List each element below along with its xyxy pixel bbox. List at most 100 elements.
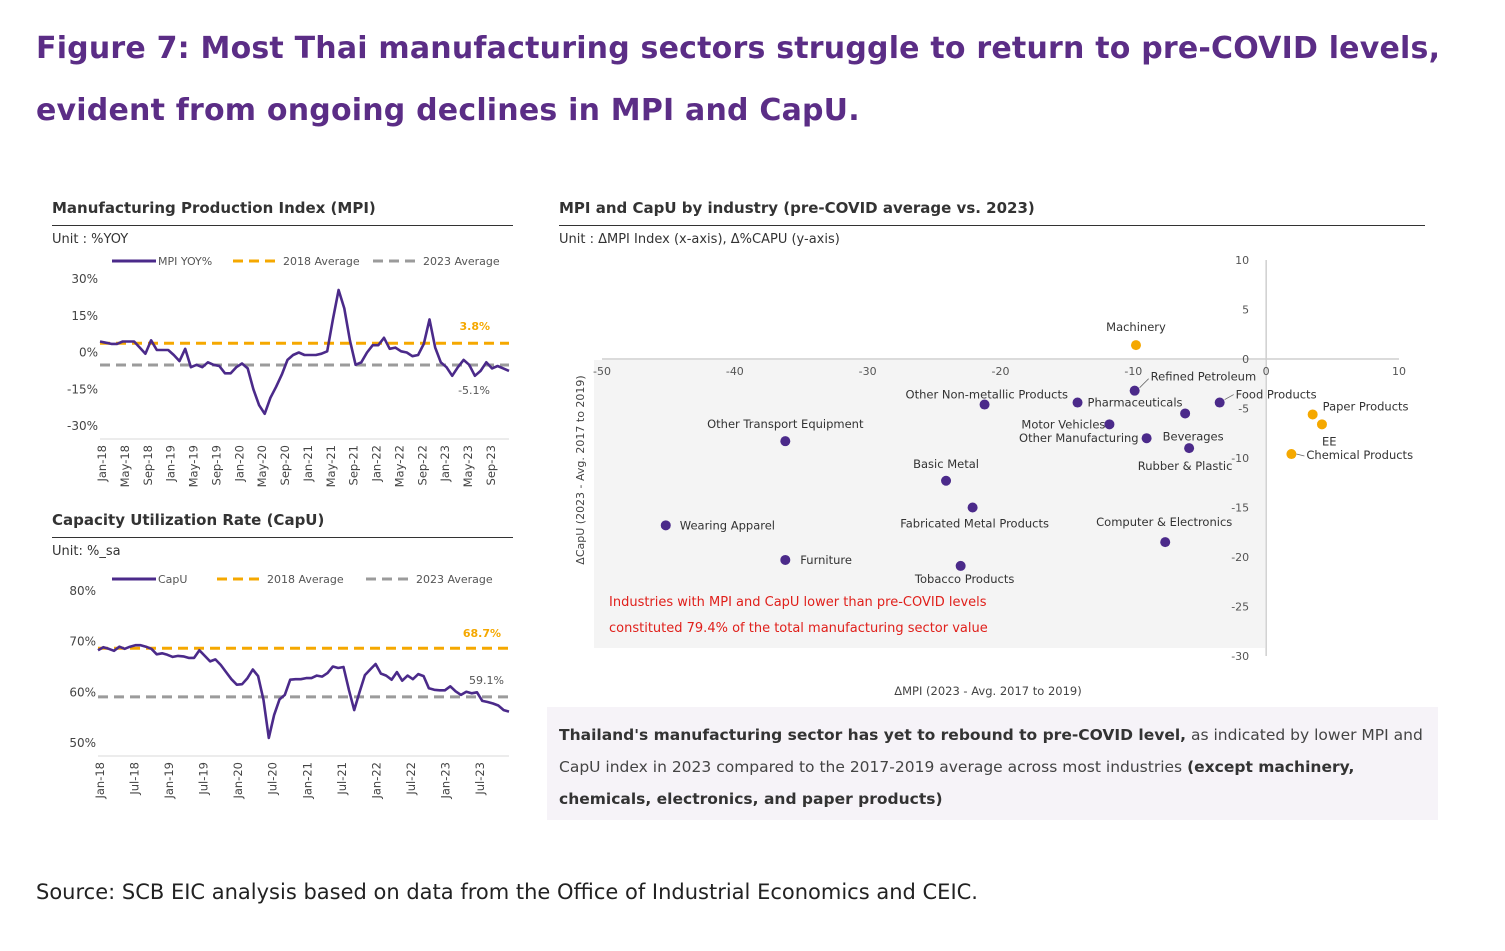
capu-title-rule bbox=[52, 537, 513, 538]
point-label: Basic Metal bbox=[913, 457, 979, 471]
summary-bold-lead: Thailand's manufacturing sector has yet … bbox=[559, 726, 1187, 744]
y-tick-label: 5 bbox=[1242, 304, 1249, 317]
x-tick-label: Jul-23 bbox=[473, 762, 487, 796]
avg-2023-annotation: -5.1% bbox=[458, 384, 490, 397]
scatter-chart-title: MPI and CapU by industry (pre-COVID aver… bbox=[559, 199, 1035, 217]
x-tick-label: Sep-18 bbox=[141, 445, 155, 485]
point-label: Fabricated Metal Products bbox=[900, 517, 1049, 531]
scatter-point bbox=[1316, 419, 1327, 430]
point-label: Computer & Electronics bbox=[1096, 515, 1232, 529]
legend-2023-label: 2023 Average bbox=[423, 255, 500, 268]
scatter-point bbox=[780, 554, 791, 565]
legend-series-label: MPI YOY% bbox=[158, 255, 212, 268]
scatter-point bbox=[1286, 449, 1297, 460]
note-line-1: Industries with MPI and CapU lower than … bbox=[609, 595, 987, 610]
industry-scatter-chart: -50 -40 -30 -20 -10 0 10 10 5 0 -5 -10 -15 -20 -25 -30 Δ… bbox=[574, 254, 1413, 698]
mpi-unit: Unit : %YOY bbox=[52, 232, 129, 247]
scatter-point bbox=[979, 399, 990, 410]
x-tick-label: Jan-22 bbox=[370, 445, 384, 483]
point-label: Beverages bbox=[1163, 429, 1224, 443]
x-tick-label: Jul-20 bbox=[266, 762, 280, 796]
x-tick-label: Jan-23 bbox=[438, 445, 452, 483]
legend-2018-label: 2018 Average bbox=[283, 255, 360, 268]
y-tick-label: 50% bbox=[69, 736, 96, 750]
x-tick-label: May-21 bbox=[324, 445, 338, 487]
legend-2018-label: 2018 Average bbox=[267, 573, 344, 586]
x-tick-label: Jul-19 bbox=[197, 762, 211, 796]
x-tick-label: Sep-21 bbox=[347, 445, 361, 485]
y-tick-label: 10 bbox=[1235, 254, 1249, 267]
x-tick-label: Jan-22 bbox=[369, 762, 383, 800]
scatter-unit: Unit : ΔMPI Index (x-axis), Δ%CAPU (y-ax… bbox=[559, 232, 840, 247]
mpi-title-rule bbox=[52, 225, 513, 226]
avg-2018-annotation: 68.7% bbox=[463, 627, 501, 640]
x-tick-label: Jan-18 bbox=[95, 445, 109, 483]
capu-unit: Unit: %_sa bbox=[52, 544, 121, 559]
x-tick-label: Jan-20 bbox=[232, 445, 246, 483]
figure-title: Figure 7: Most Thai manufacturing sector… bbox=[36, 31, 1441, 128]
lower-quadrant-shade bbox=[594, 360, 1265, 648]
x-tick-label: -10 bbox=[1124, 365, 1142, 378]
x-tick-label: Jan-19 bbox=[162, 762, 176, 800]
x-tick-label: Sep-20 bbox=[278, 445, 292, 485]
point-label: Rubber & Plastic bbox=[1138, 459, 1233, 473]
point-label: Other Transport Equipment bbox=[707, 417, 864, 431]
scatter-point bbox=[660, 520, 671, 531]
point-label: Wearing Apparel bbox=[680, 518, 775, 532]
x-tick-label: Jul-21 bbox=[335, 762, 349, 796]
x-tick-label: May-18 bbox=[118, 445, 132, 487]
avg-2018-annotation: 3.8% bbox=[459, 320, 490, 333]
x-tick-label: -20 bbox=[992, 365, 1010, 378]
x-tick-label: 10 bbox=[1392, 365, 1406, 378]
point-label: Other Non-metallic Products bbox=[906, 388, 1068, 402]
y-axis-title: ΔCapU (2023 - Avg. 2017 to 2019) bbox=[574, 375, 587, 564]
y-tick-label: 0% bbox=[79, 346, 98, 360]
chemical-products-leader bbox=[1296, 453, 1305, 457]
refined-petroleum-leader bbox=[1139, 378, 1149, 388]
x-tick-label: -50 bbox=[593, 365, 611, 378]
point-label: Paper Products bbox=[1323, 399, 1409, 413]
x-tick-label: Sep-23 bbox=[484, 445, 498, 485]
scatter-title-rule bbox=[559, 225, 1425, 226]
avg-2023-annotation: 59.1% bbox=[469, 674, 504, 687]
y-tick-label: -20 bbox=[1231, 551, 1249, 564]
scatter-point bbox=[1141, 433, 1152, 444]
point-label: Pharmaceuticals bbox=[1088, 396, 1183, 410]
scatter-point bbox=[955, 560, 966, 571]
scatter-point bbox=[1130, 340, 1141, 351]
x-tick-label: Jul-22 bbox=[404, 762, 418, 796]
y-tick-label: 80% bbox=[69, 584, 96, 598]
y-tick-label: -30% bbox=[67, 419, 98, 433]
x-tick-label: May-19 bbox=[187, 445, 201, 487]
capu-chart-title: Capacity Utilization Rate (CapU) bbox=[52, 511, 325, 529]
x-tick-label: Jan-18 bbox=[93, 762, 107, 800]
legend-2023-label: 2023 Average bbox=[416, 573, 493, 586]
summary-text: as indicated by lower MPI and CapU index… bbox=[559, 726, 1423, 776]
food-products-leader bbox=[1224, 394, 1234, 400]
x-tick-label: Jan-21 bbox=[300, 762, 314, 800]
scatter-point bbox=[1104, 419, 1115, 430]
x-tick-label: May-23 bbox=[461, 445, 475, 487]
point-label: Food Products bbox=[1236, 388, 1317, 402]
x-tick-label: May-20 bbox=[255, 445, 269, 487]
point-label: Tobacco Products bbox=[914, 572, 1014, 586]
scatter-point bbox=[1129, 385, 1140, 396]
y-tick-label: 30% bbox=[71, 272, 98, 286]
scatter-point bbox=[967, 502, 978, 513]
point-label: Chemical Products bbox=[1306, 448, 1413, 462]
mpi-chart-title: Manufacturing Production Index (MPI) bbox=[52, 199, 376, 217]
x-tick-label: Jan-20 bbox=[231, 762, 245, 800]
scatter-point bbox=[1184, 443, 1195, 454]
x-tick-label: -40 bbox=[726, 365, 744, 378]
y-tick-label: 70% bbox=[69, 635, 96, 649]
legend-series-label: CapU bbox=[158, 573, 187, 586]
x-tick-label: 0 bbox=[1263, 365, 1270, 378]
summary-box: Thailand's manufacturing sector has yet … bbox=[547, 707, 1438, 820]
scatter-point bbox=[1307, 409, 1318, 420]
x-tick-label: Sep-19 bbox=[209, 445, 223, 485]
series-line bbox=[97, 643, 510, 740]
scatter-point bbox=[1072, 397, 1083, 408]
scatter-point bbox=[1160, 537, 1171, 548]
x-tick-label: -30 bbox=[859, 365, 877, 378]
point-label: Refined Petroleum bbox=[1151, 370, 1257, 384]
